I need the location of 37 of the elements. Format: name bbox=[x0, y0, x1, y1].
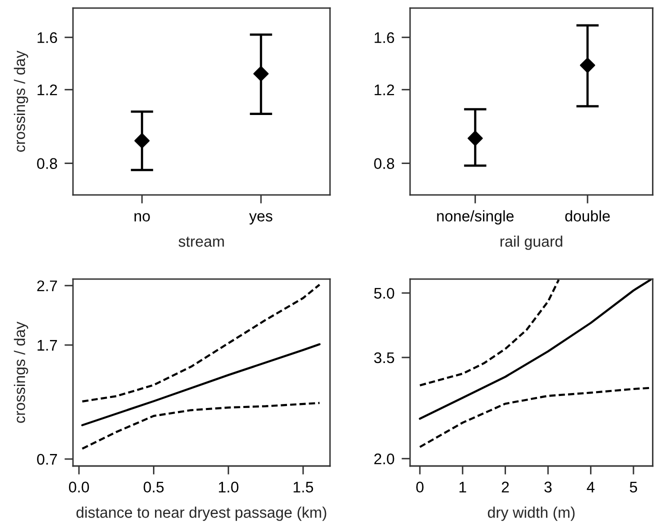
x-tick-label: none/single bbox=[437, 210, 514, 225]
x-tick-label: 2 bbox=[502, 482, 509, 492]
y-tick-label: 1.2 bbox=[38, 84, 57, 96]
x-tick-label: 1.0 bbox=[218, 482, 238, 493]
y-tick-label: 1.6 bbox=[38, 32, 58, 44]
x-tick-label: no bbox=[134, 213, 150, 222]
x-axis-title: dry width (m) bbox=[488, 506, 575, 521]
x-tick-label: 1 bbox=[460, 482, 466, 492]
x-tick-label: 0.0 bbox=[68, 482, 89, 493]
y-tick-label: 5.0 bbox=[374, 288, 394, 299]
x-tick-label: double bbox=[565, 210, 610, 222]
line-series bbox=[81, 343, 321, 426]
y-axis-title: crossings / day bbox=[14, 322, 28, 423]
y-tick-label: 1.7 bbox=[38, 340, 57, 351]
x-axis-title: rail guard bbox=[500, 236, 562, 250]
x-axis-title: distance to near dryest passage (km) bbox=[76, 506, 326, 521]
x-tick-label: 0.5 bbox=[144, 482, 164, 493]
x-tick-label: 0 bbox=[416, 482, 424, 493]
y-tick-label: 1.6 bbox=[374, 32, 394, 44]
line-series bbox=[81, 402, 321, 450]
x-tick-label: 3 bbox=[544, 482, 552, 493]
x-axis-title: stream bbox=[178, 236, 224, 247]
y-tick-label: 0.8 bbox=[374, 158, 394, 169]
x-tick-label: 4 bbox=[586, 482, 595, 492]
y-tick-label: 3.5 bbox=[374, 352, 394, 364]
line-series bbox=[418, 279, 652, 420]
line-series bbox=[81, 284, 321, 402]
line-series bbox=[418, 279, 560, 386]
x-tick-label: yes bbox=[249, 213, 272, 225]
y-tick-label: 0.8 bbox=[37, 158, 58, 169]
y-axis-title: crossings / day bbox=[14, 50, 28, 152]
y-tick-label: 2.0 bbox=[374, 453, 394, 464]
y-tick-label: 1.2 bbox=[374, 84, 394, 96]
y-tick-label: 0.7 bbox=[37, 454, 57, 465]
y-tick-label: 2.7 bbox=[37, 280, 57, 292]
x-tick-label: 1.5 bbox=[294, 482, 314, 493]
x-tick-label: 5 bbox=[630, 482, 638, 493]
